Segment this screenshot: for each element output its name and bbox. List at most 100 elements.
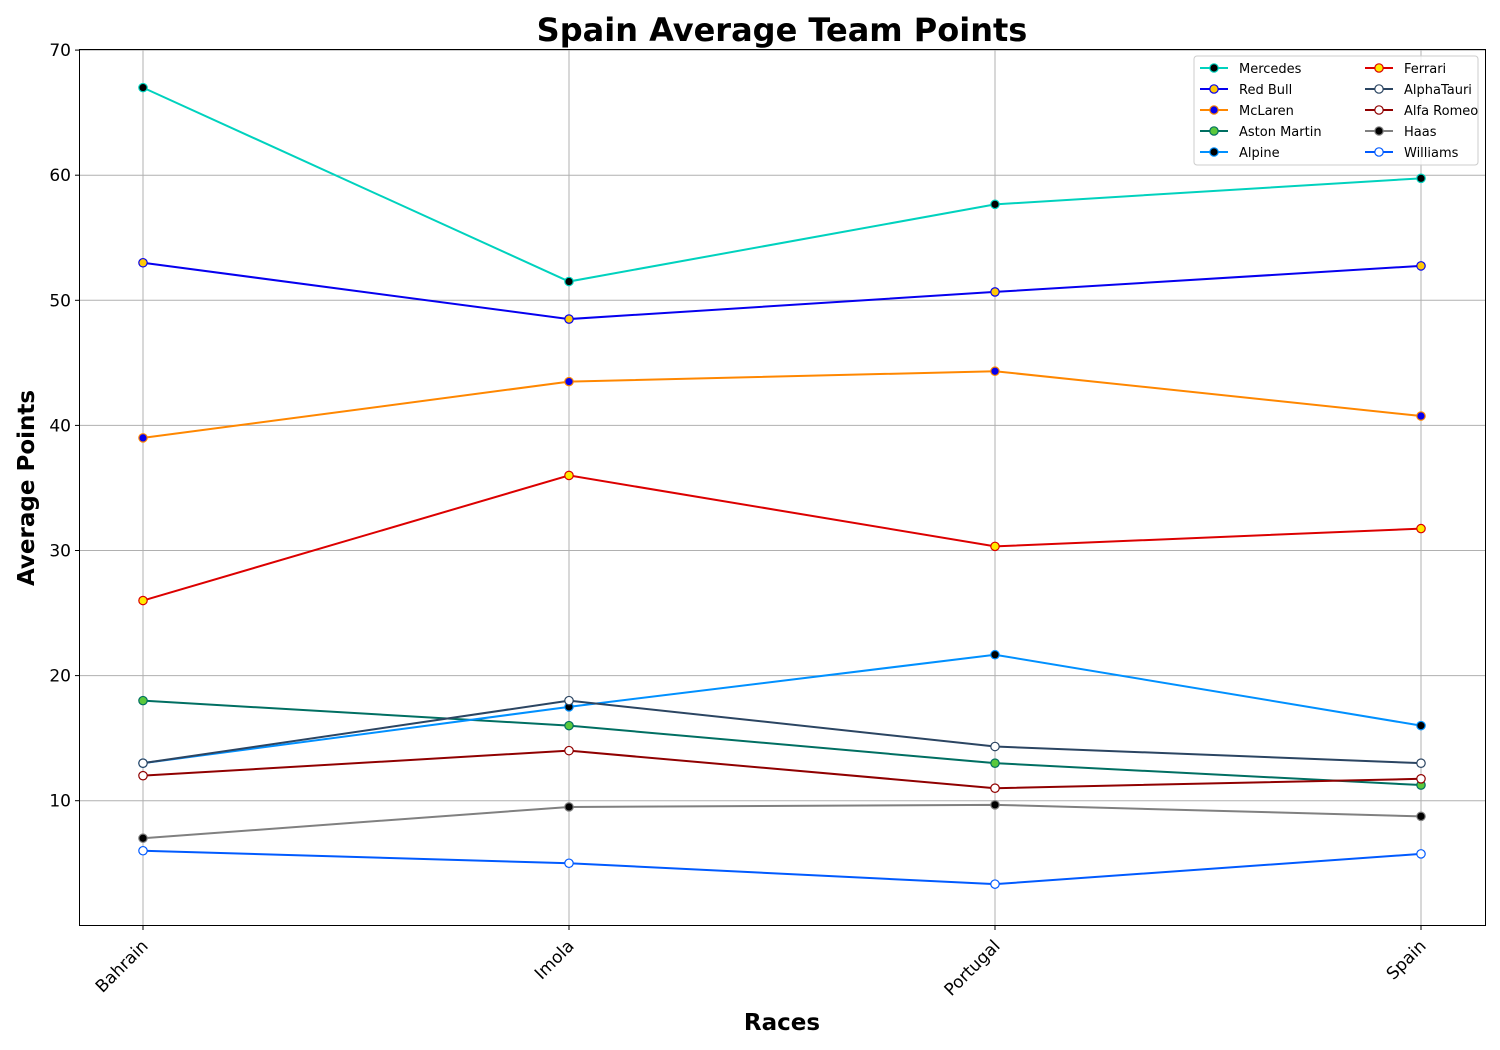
gridlines <box>80 49 1485 925</box>
legend-marker <box>1209 63 1219 73</box>
data-point <box>1416 774 1426 784</box>
data-point <box>1416 261 1426 271</box>
data-point <box>564 720 574 731</box>
data-point <box>564 314 574 324</box>
legend-marker <box>1374 84 1384 94</box>
series-aston-martin <box>138 695 1426 790</box>
legend-item: Williams <box>1365 146 1459 161</box>
data-point <box>1416 523 1426 534</box>
data-point <box>138 695 148 706</box>
y-tick-label: 70 <box>49 41 71 61</box>
legend-item: Ferrari <box>1365 62 1446 77</box>
series-alfa-romeo <box>138 745 1426 793</box>
legend-label: Aston Martin <box>1239 125 1322 140</box>
series-line <box>142 849 1422 886</box>
series-line <box>142 474 1422 602</box>
data-point <box>990 879 1000 889</box>
data-point <box>138 257 148 268</box>
series-line <box>142 803 1422 840</box>
legend-item: Haas <box>1365 125 1437 140</box>
legend-label: Ferrari <box>1404 62 1446 77</box>
legend: Mercedes Red Bull McLaren Aston Martin Alpin… <box>1193 55 1479 166</box>
x-axis-label: Races <box>744 1010 820 1036</box>
data-point <box>1416 720 1426 731</box>
y-tick-label: 10 <box>49 792 71 812</box>
axis-ticks: Bahrain Imola Portugal Spain 10 20 30 40 50 60 70 <box>49 41 1430 1000</box>
data-point <box>1416 811 1426 822</box>
legend-item: McLaren <box>1200 104 1294 119</box>
series-ferrari <box>138 470 1426 606</box>
legend-marker <box>1374 147 1384 157</box>
legend-marker <box>1374 63 1384 73</box>
legend-item: Red Bull <box>1200 83 1292 98</box>
data-point <box>1416 849 1426 859</box>
data-point <box>990 541 1000 552</box>
data-point <box>564 470 574 481</box>
data-point <box>990 800 1000 810</box>
series-red-bull <box>138 257 1426 324</box>
data-point <box>990 287 1000 297</box>
legend-marker <box>1374 105 1384 115</box>
data-point <box>138 758 148 768</box>
data-point <box>564 745 574 756</box>
data-point <box>138 595 148 606</box>
series-line <box>142 749 1422 790</box>
data-point <box>990 199 1000 210</box>
legend-label: McLaren <box>1239 104 1294 119</box>
data-point <box>564 802 574 812</box>
series-williams <box>138 845 1426 889</box>
legend-label: Alfa Romeo <box>1404 104 1478 119</box>
y-tick-label: 30 <box>49 542 71 562</box>
data-point <box>990 366 1000 377</box>
series-line <box>142 653 1422 765</box>
series-alphatauri <box>138 695 1426 768</box>
legend-item: Alfa Romeo <box>1365 104 1478 119</box>
data-point <box>990 741 1000 752</box>
data-point <box>990 649 1000 660</box>
y-tick-label: 20 <box>49 667 71 687</box>
series-haas <box>138 800 1426 844</box>
legend-marker <box>1374 126 1384 136</box>
data-point <box>1416 173 1426 184</box>
legend-marker <box>1209 147 1219 157</box>
legend-item: Alpine <box>1200 146 1280 161</box>
data-point <box>138 433 148 443</box>
legend-label: Red Bull <box>1239 83 1292 98</box>
x-tick-label: Portugal <box>941 936 1005 1000</box>
y-tick-label: 40 <box>49 416 71 436</box>
series-line <box>142 261 1422 321</box>
y-tick-label: 50 <box>49 291 71 311</box>
x-tick-label: Imola <box>531 936 578 983</box>
data-point <box>1416 758 1426 768</box>
legend-label: Haas <box>1404 125 1437 140</box>
data-point <box>564 858 574 869</box>
series-mclaren <box>138 366 1426 443</box>
legend-item: Aston Martin <box>1200 125 1322 140</box>
data-point <box>564 695 574 706</box>
legend-marker <box>1209 105 1219 115</box>
x-tick-label: Spain <box>1383 936 1431 984</box>
chart-title: Spain Average Team Points <box>537 11 1028 49</box>
series-mercedes <box>138 82 1426 287</box>
series-line <box>142 86 1422 283</box>
legend-marker <box>1209 84 1219 94</box>
data-point <box>138 845 148 856</box>
legend-label: Williams <box>1404 146 1459 161</box>
series-line <box>142 370 1422 439</box>
legend-item: AlphaTauri <box>1365 83 1472 98</box>
y-tick-label: 60 <box>49 166 71 186</box>
data-point <box>138 82 148 93</box>
legend-box <box>1193 55 1479 166</box>
legend-marker <box>1209 126 1219 136</box>
data-point <box>990 783 1000 793</box>
data-point <box>138 833 148 844</box>
plot-frame <box>79 49 1486 926</box>
series-layer <box>138 82 1426 889</box>
data-point <box>1416 411 1426 421</box>
series-line <box>142 699 1422 787</box>
y-axis-label: Average Points <box>14 390 40 586</box>
series-alpine <box>138 649 1426 768</box>
legend-label: Alpine <box>1239 146 1280 161</box>
data-point <box>990 758 1000 768</box>
